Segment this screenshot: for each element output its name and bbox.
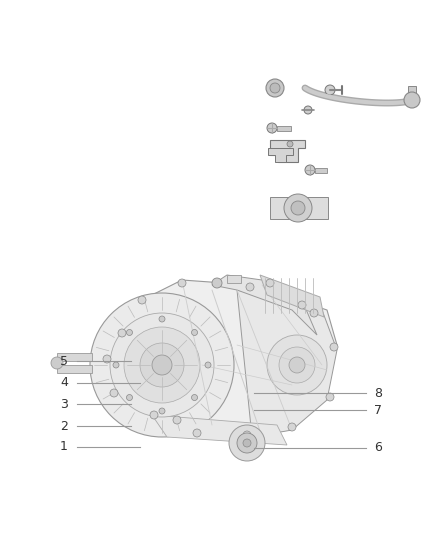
Text: 5: 5 [60,355,68,368]
Circle shape [191,394,198,400]
Circle shape [103,355,111,363]
Circle shape [404,92,420,108]
Circle shape [110,313,214,417]
Circle shape [287,141,293,147]
Circle shape [191,329,198,335]
Circle shape [178,279,186,287]
Polygon shape [212,275,317,335]
Circle shape [243,439,251,447]
Bar [227,275,241,283]
Polygon shape [102,280,337,440]
Bar [315,167,327,173]
Circle shape [237,433,257,453]
Text: 2: 2 [60,420,68,433]
Circle shape [305,165,315,175]
Polygon shape [260,275,324,317]
Text: 1: 1 [60,440,68,453]
Circle shape [159,408,165,414]
Circle shape [229,425,265,461]
Circle shape [279,347,315,383]
Circle shape [304,106,312,114]
Bar [57,353,92,361]
Polygon shape [268,148,293,162]
Circle shape [127,329,132,335]
Circle shape [326,393,334,401]
Circle shape [138,296,146,304]
Circle shape [51,357,63,369]
Circle shape [140,343,184,387]
Bar [277,125,291,131]
Circle shape [152,355,172,375]
Circle shape [118,329,126,337]
Circle shape [291,201,305,215]
Circle shape [127,394,132,400]
Circle shape [298,301,306,309]
Circle shape [270,83,280,93]
Circle shape [289,357,305,373]
Circle shape [150,411,158,419]
Circle shape [173,416,181,424]
Circle shape [266,279,274,287]
Circle shape [246,283,254,291]
Circle shape [284,194,312,222]
Circle shape [243,431,251,439]
Circle shape [110,389,118,397]
Circle shape [267,123,277,133]
Circle shape [330,343,338,351]
Text: 6: 6 [374,441,382,454]
Text: 3: 3 [60,398,68,410]
Polygon shape [270,197,328,219]
Circle shape [90,293,234,437]
Polygon shape [152,415,287,445]
Circle shape [193,429,201,437]
Text: 7: 7 [374,404,382,417]
Bar [57,365,92,373]
Circle shape [266,79,284,97]
Bar [408,86,416,100]
Circle shape [288,423,296,431]
Polygon shape [270,140,305,162]
Circle shape [267,335,327,395]
Circle shape [310,309,318,317]
Text: 8: 8 [374,387,382,400]
Circle shape [325,85,335,95]
Circle shape [113,362,119,368]
Circle shape [124,327,200,403]
Circle shape [212,278,222,288]
Polygon shape [237,290,337,437]
Circle shape [159,316,165,322]
Circle shape [205,362,211,368]
Text: 4: 4 [60,376,68,389]
